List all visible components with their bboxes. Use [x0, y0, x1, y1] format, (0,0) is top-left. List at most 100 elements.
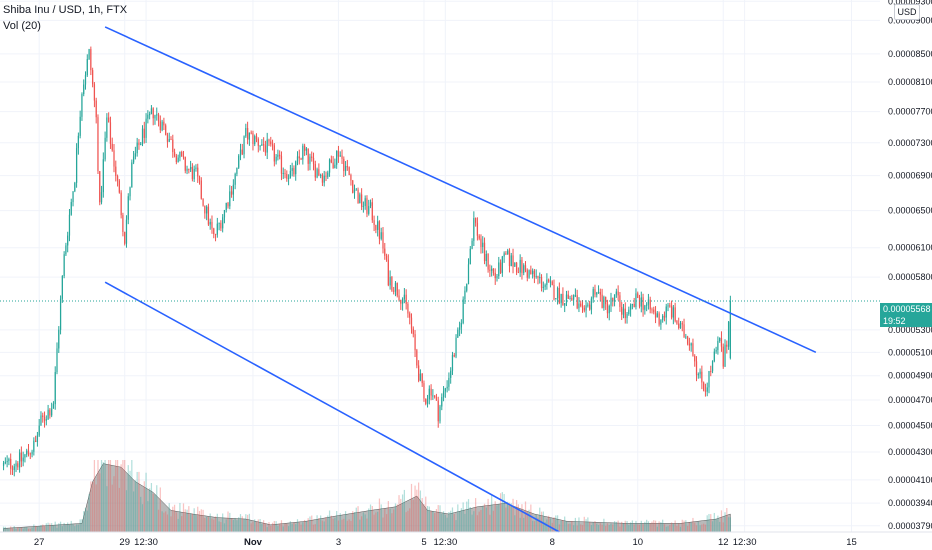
- volume-bar: [672, 524, 674, 532]
- volume-bar: [88, 493, 90, 532]
- candle-body: [61, 275, 63, 299]
- candle-body: [99, 171, 101, 203]
- candle-body: [100, 192, 103, 203]
- volume-bar: [129, 470, 131, 532]
- volume-bar: [140, 496, 142, 532]
- candle-body: [412, 328, 414, 335]
- candle-body: [651, 309, 653, 311]
- volume-bar: [270, 525, 272, 532]
- time-axis[interactable]: 27 29 12:30 Nov 3 5 12:30 8 10 12 12:30 15: [34, 537, 857, 548]
- volume-bar: [284, 523, 286, 532]
- candle-body: [619, 295, 621, 307]
- volume-bar: [273, 520, 275, 532]
- volume-bar: [125, 490, 128, 532]
- candle-body: [610, 297, 612, 306]
- candle-body: [348, 167, 350, 176]
- candle-body: [200, 180, 202, 199]
- price-tick-label: 0.00004500: [888, 420, 932, 430]
- symbol-legend[interactable]: Shiba Inu / USD, 1h, FTX: [3, 4, 128, 16]
- candle-body: [653, 309, 655, 313]
- volume-bar: [314, 524, 316, 532]
- volume-bar: [633, 524, 635, 532]
- candle-body: [396, 282, 398, 296]
- candle-body: [218, 222, 220, 224]
- candle-body: [571, 298, 573, 300]
- volume-bar: [435, 509, 438, 532]
- time-tick-label: 3: [336, 537, 341, 548]
- candle-body: [360, 194, 363, 207]
- volume-bar: [8, 528, 10, 532]
- volume-bar: [510, 503, 512, 532]
- candle-body: [122, 215, 124, 232]
- candle-body: [637, 293, 639, 298]
- candle-body: [480, 238, 482, 247]
- volume-bar: [448, 511, 450, 532]
- volume-bar: [257, 519, 259, 532]
- volume-bar: [22, 528, 24, 532]
- candle-body: [551, 281, 553, 286]
- volume-bar: [572, 525, 575, 532]
- candle-body: [81, 94, 83, 117]
- volume-bar: [182, 503, 185, 532]
- candle-body: [20, 452, 22, 462]
- volume-bar: [434, 512, 436, 532]
- candle-body: [553, 285, 555, 300]
- candle-body: [35, 440, 37, 442]
- volume-bar: [442, 511, 445, 532]
- candle-body: [170, 139, 172, 141]
- price-axis-background[interactable]: [880, 0, 932, 532]
- candle-body: [165, 125, 167, 135]
- candle-body: [567, 294, 569, 299]
- volume-bar: [681, 519, 683, 532]
- time-tick-label: 12: [718, 537, 729, 548]
- candle-body: [357, 189, 359, 204]
- candle-body: [387, 259, 389, 286]
- grid: [0, 0, 880, 532]
- candle-body: [706, 387, 708, 392]
- candle-body: [132, 156, 135, 163]
- candle-body: [692, 343, 694, 356]
- volume-bar: [108, 460, 110, 532]
- volume-bar: [211, 518, 213, 532]
- candle-body: [250, 132, 252, 134]
- volume-bar: [90, 481, 92, 532]
- candle-body: [92, 70, 94, 85]
- candle-body: [564, 303, 566, 306]
- volume-bar: [683, 520, 685, 532]
- volume-bar: [115, 460, 117, 532]
- volume-bar: [619, 526, 621, 532]
- price-tick-label: 0.00006100: [888, 243, 932, 253]
- candle-body: [175, 155, 177, 163]
- volume-bar: [344, 511, 347, 532]
- volume-legend[interactable]: Vol (20): [3, 20, 41, 32]
- price-tick-label: 0.00006900: [888, 171, 932, 181]
- volume-bar: [569, 523, 571, 532]
- volume-bar: [156, 485, 158, 532]
- volume-bar: [555, 515, 557, 532]
- candle-body: [147, 114, 149, 119]
- volume-bar: [118, 487, 120, 532]
- volume-bar: [320, 515, 322, 532]
- volume-bar: [111, 484, 113, 532]
- trendlines[interactable]: [104, 26, 817, 533]
- candle-body: [42, 415, 44, 418]
- candle-body: [157, 114, 160, 122]
- volume-bar: [318, 518, 320, 532]
- volume-bar: [428, 506, 430, 532]
- price-tick-label: 0.00003790: [888, 521, 932, 531]
- candle-body: [403, 294, 405, 300]
- volume-bar: [127, 465, 129, 532]
- price-axis[interactable]: 0.00009300 0.00009000 0.00008500 0.00008100…: [888, 0, 932, 531]
- volume-bar: [663, 524, 666, 532]
- volume-bar: [122, 460, 124, 532]
- candle-body: [63, 254, 65, 276]
- candle-body: [576, 295, 578, 309]
- volume-bar: [293, 522, 295, 532]
- volume-bar: [460, 508, 462, 532]
- candle-body: [264, 145, 267, 153]
- candle-body: [638, 297, 641, 307]
- currency-button[interactable]: USD: [894, 4, 920, 20]
- candle-body: [213, 228, 215, 234]
- volume-bar: [635, 520, 637, 532]
